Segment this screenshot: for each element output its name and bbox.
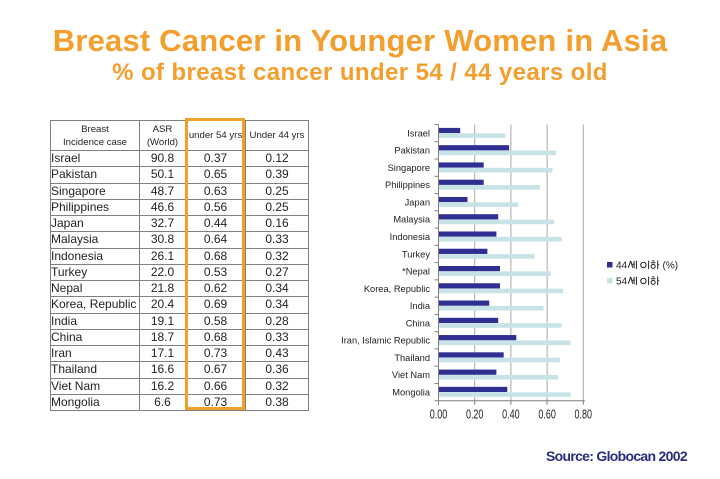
svg-text:54: 54 [616, 277, 628, 288]
svg-text:Mongolia: Mongolia [392, 387, 431, 397]
svg-text:44: 44 [616, 261, 628, 272]
svg-text:Turkey: Turkey [402, 249, 430, 259]
svg-text:Philippines: Philippines [385, 180, 430, 190]
svg-text:0.40: 0.40 [502, 407, 520, 422]
svg-text:(%): (%) [663, 261, 679, 272]
svg-text:0.60: 0.60 [538, 407, 556, 422]
svg-text:Thailand: Thailand [394, 353, 430, 363]
svg-text:Malaysia: Malaysia [393, 215, 431, 225]
svg-text:Viet Nam: Viet Nam [392, 370, 430, 380]
svg-text:India: India [410, 301, 431, 311]
svg-text:Pakistan: Pakistan [394, 146, 430, 156]
svg-text:Israel: Israel [407, 128, 430, 138]
svg-text:0.80: 0.80 [575, 407, 593, 422]
svg-text:China: China [406, 318, 431, 328]
svg-text:0.00: 0.00 [430, 407, 448, 422]
svg-text:Japan: Japan [405, 197, 430, 207]
svg-text:Singapore: Singapore [388, 163, 430, 173]
svg-text:Indonesia: Indonesia [390, 232, 431, 242]
svg-text:Korea, Republic: Korea, Republic [364, 284, 431, 294]
svg-text:*Nepal: *Nepal [402, 267, 430, 277]
svg-text:Iran, Islamic Republic: Iran, Islamic Republic [341, 336, 430, 346]
svg-text:0.20: 0.20 [466, 407, 484, 422]
